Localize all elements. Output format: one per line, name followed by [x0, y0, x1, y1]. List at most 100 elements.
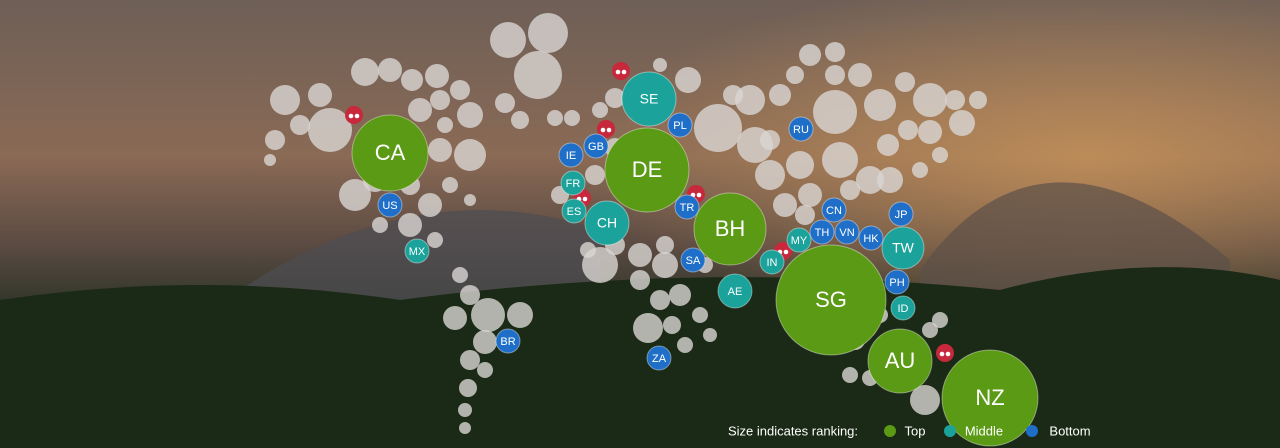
quote-mark	[606, 127, 612, 133]
country-bubble	[495, 328, 521, 354]
country-bubble	[890, 295, 916, 321]
quote-mark	[945, 351, 951, 357]
map-dot	[798, 183, 822, 207]
country-bubble	[560, 170, 586, 196]
map-dot	[378, 58, 402, 82]
country-label: MX	[409, 246, 426, 258]
map-dot	[339, 179, 371, 211]
country-bubble	[680, 247, 706, 273]
country-bubble	[674, 194, 700, 220]
map-dot	[425, 64, 449, 88]
map-dot	[918, 120, 942, 144]
map-dot	[490, 22, 526, 58]
country-bubble	[584, 200, 630, 246]
quote-mark	[696, 192, 702, 198]
legend-swatch	[884, 425, 896, 437]
map-dot	[825, 42, 845, 62]
country-bubble	[881, 226, 925, 270]
quote-icon	[936, 344, 954, 362]
map-dot	[864, 89, 896, 121]
map-dot	[692, 307, 708, 323]
map-dot	[459, 422, 471, 434]
quote-icon	[612, 62, 630, 80]
country-label: FR	[566, 178, 581, 190]
map-dot	[898, 120, 918, 140]
map-dot	[703, 328, 717, 342]
map-dot	[398, 213, 422, 237]
country-bubble	[561, 198, 587, 224]
map-dot	[443, 306, 467, 330]
country-bubble	[884, 269, 910, 295]
country-label: CH	[597, 215, 617, 231]
map-dot	[473, 330, 497, 354]
quote-bg	[612, 62, 630, 80]
map-dot	[813, 90, 857, 134]
trees	[0, 267, 1280, 448]
legend-swatch	[1026, 425, 1038, 437]
map-dot	[460, 350, 480, 370]
country-label: SA	[686, 255, 701, 267]
map-dot	[786, 66, 804, 84]
country-label: TR	[680, 202, 695, 214]
country-label: TW	[892, 240, 915, 256]
country-label: GB	[588, 141, 604, 153]
legend-label: Bottom	[1049, 423, 1090, 438]
country-label: PH	[889, 277, 904, 289]
country-label: DE	[632, 157, 663, 182]
map-dot	[270, 85, 300, 115]
map-dot	[458, 403, 472, 417]
map-dot	[694, 104, 742, 152]
map-dot	[437, 117, 453, 133]
country-label: BH	[715, 216, 746, 241]
quote-bg	[345, 106, 363, 124]
country-bubble	[867, 328, 933, 394]
quote-icon	[597, 120, 615, 138]
quote-mark	[348, 113, 354, 119]
map-dot	[430, 90, 450, 110]
map-dot	[308, 108, 352, 152]
country-label: HK	[863, 233, 879, 245]
legend-label: Middle	[965, 423, 1003, 438]
country-label: MY	[791, 235, 808, 247]
map-dot	[932, 312, 948, 328]
country-bubble	[834, 219, 860, 245]
country-label: RU	[793, 124, 809, 136]
map-dot	[840, 180, 860, 200]
map-dot	[528, 13, 568, 53]
country-label: AE	[728, 286, 743, 298]
country-label: BR	[500, 336, 515, 348]
map-dot	[592, 102, 608, 118]
legend-label: Top	[905, 423, 926, 438]
map-dot	[922, 322, 938, 338]
quote-mark	[939, 351, 945, 357]
quote-mark	[621, 69, 627, 75]
map-dot	[633, 313, 663, 343]
map-dot	[650, 290, 670, 310]
map-dot	[669, 284, 691, 306]
map-dot	[949, 110, 975, 136]
map-dot	[786, 151, 814, 179]
map-dot	[264, 154, 276, 166]
map-dot	[842, 367, 858, 383]
country-label: IN	[767, 257, 778, 269]
country-bubble	[351, 114, 429, 192]
country-label: ZA	[652, 353, 667, 365]
map-dot	[464, 194, 476, 206]
country-bubble	[646, 345, 672, 371]
map-dot	[769, 84, 791, 106]
country-bubble	[604, 127, 690, 213]
map-dot	[877, 134, 899, 156]
legend-title: Size indicates ranking:	[728, 423, 858, 438]
map-dot	[308, 83, 332, 107]
quote-bg	[597, 120, 615, 138]
quote-bg	[936, 344, 954, 362]
map-dot	[913, 83, 947, 117]
country-bubble	[759, 249, 785, 275]
map-dot	[848, 63, 872, 87]
country-bubble	[621, 71, 677, 127]
map-dot	[401, 69, 423, 91]
map-dot	[471, 298, 505, 332]
country-label: ID	[898, 303, 909, 315]
quote-mark	[615, 69, 621, 75]
